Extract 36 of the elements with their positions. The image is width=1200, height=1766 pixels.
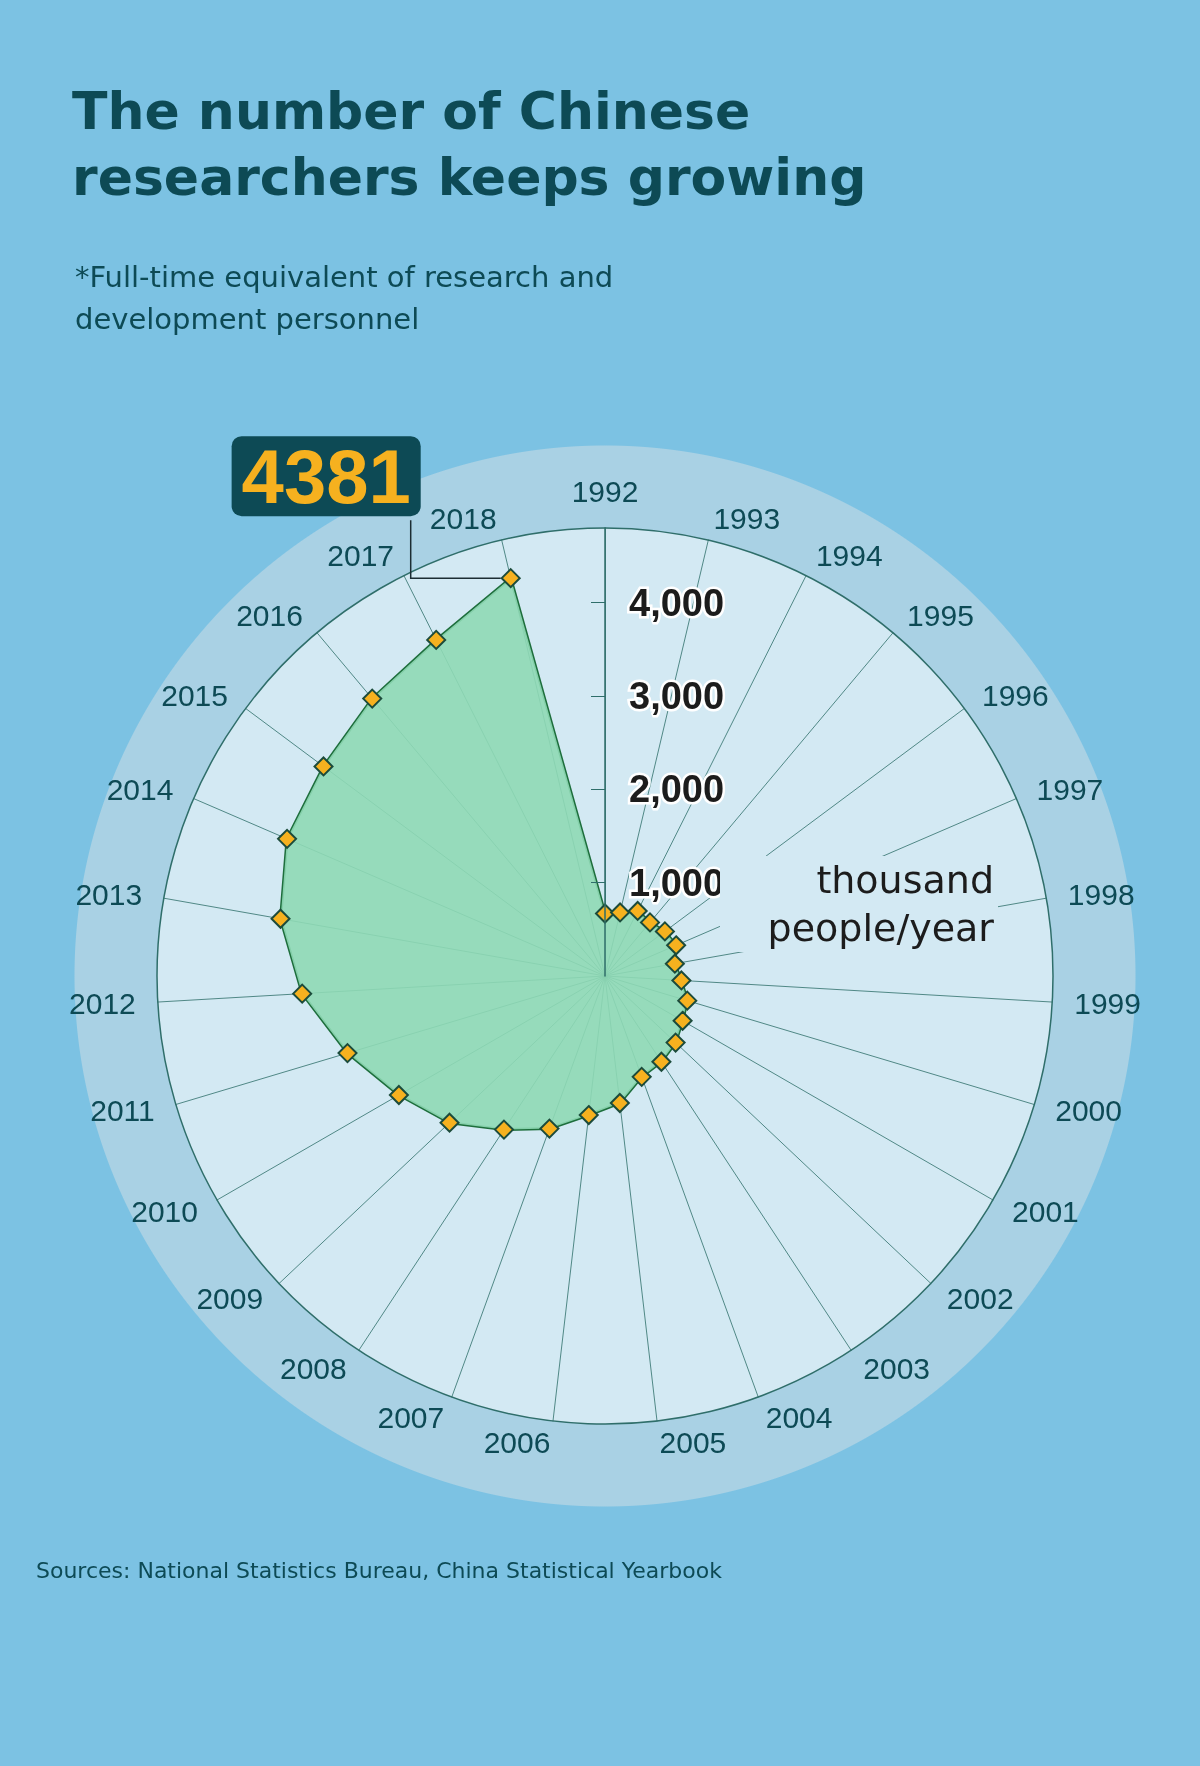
spoke-label: 2012 (69, 986, 136, 1020)
spoke-label: 2001 (1012, 1194, 1079, 1228)
spoke-label: 2013 (75, 877, 143, 911)
spoke-label: 2016 (236, 599, 303, 633)
spoke-label: 2007 (377, 1401, 445, 1435)
spoke-label: 2003 (863, 1352, 931, 1386)
source-note: Sources: National Statistics Bureau, China Statistical Yearbook (36, 1558, 722, 1583)
spoke-label: 1998 (1067, 877, 1135, 911)
spoke-label: 2010 (131, 1194, 198, 1228)
spoke-label: 2000 (1055, 1094, 1123, 1128)
spoke-label: 1999 (1074, 986, 1141, 1020)
spoke-label: 1993 (713, 502, 781, 536)
spoke-label: 1992 (571, 474, 639, 508)
y-tick-label: 3,000 (629, 675, 725, 717)
spoke-label: 2005 (659, 1426, 727, 1460)
chart-subtitle: *Full-time equivalent of research and development personnel (75, 259, 615, 338)
spoke-label: 1996 (982, 678, 1049, 712)
spoke-label: 1997 (1036, 773, 1104, 807)
spoke-label: 2002 (946, 1282, 1014, 1316)
chart-title: The number of Chinese researchers keeps growing (72, 80, 868, 209)
text: thousand people/year (767, 858, 994, 950)
spoke-label: 2004 (765, 1401, 833, 1435)
spoke-label: 1994 (815, 539, 883, 573)
spoke-label: 2014 (106, 773, 174, 807)
spoke-label: 1995 (907, 599, 974, 633)
y-tick-label: 2,000 (629, 768, 725, 811)
spoke-label: 2008 (279, 1352, 347, 1386)
spoke-label: 2009 (196, 1282, 264, 1316)
y-tick-label: 1,000 (629, 861, 725, 904)
data-label: 4381 (241, 433, 411, 519)
spoke-label: 2015 (161, 678, 228, 712)
spoke-label: 2011 (90, 1094, 155, 1128)
spoke-label: 2006 (483, 1426, 551, 1460)
spoke-label: 2018 (429, 502, 497, 536)
y-tick-label: 4,000 (629, 581, 725, 624)
spoke-label: 2017 (327, 539, 395, 573)
